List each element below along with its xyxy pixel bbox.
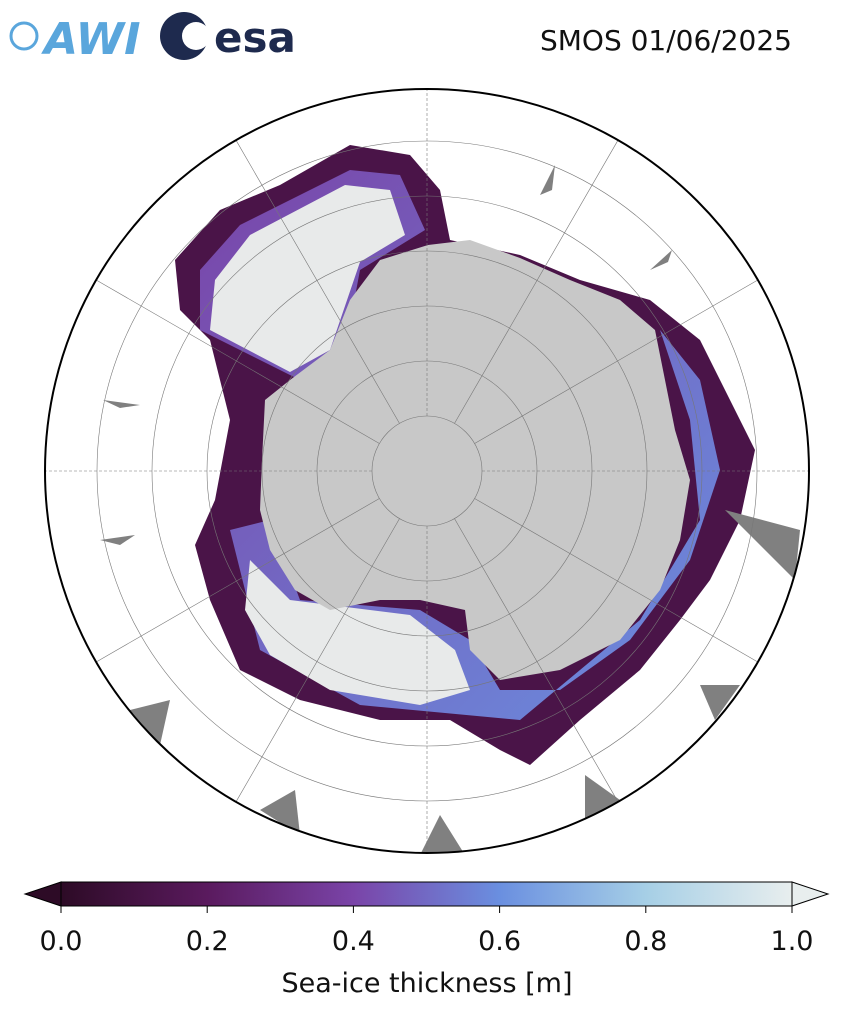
colorbar-tick-label: 0.8 <box>624 926 667 957</box>
esa-logo: esa <box>160 12 296 62</box>
colorbar-tick-label: 0.4 <box>332 926 375 957</box>
graticule <box>45 89 809 853</box>
meridian <box>96 279 380 444</box>
meridian <box>235 140 400 424</box>
colorbar-tick-label: 0.2 <box>186 926 229 957</box>
colorbar-extension <box>791 881 830 907</box>
map-frame <box>44 88 810 854</box>
colorbar: Sea-ice thickness [m] 0.0 0.2 0.4 0.6 0.8 1.0 <box>23 881 830 999</box>
meridian <box>235 518 400 802</box>
colorbar-tick-label: 0.0 <box>40 926 83 957</box>
logo-text: AWI <box>41 14 141 65</box>
map-title: SMOS 01/06/2025 <box>540 24 792 57</box>
antarctica <box>260 240 690 680</box>
colorbar-extension <box>23 881 62 907</box>
colorbar-tick-label: 0.6 <box>478 926 521 957</box>
land-masks <box>100 165 800 853</box>
meridian <box>454 518 619 802</box>
colorbar-label: Sea-ice thickness [m] <box>281 968 572 999</box>
colorbar-frame <box>60 881 793 907</box>
map <box>45 89 809 853</box>
meridian <box>474 279 758 444</box>
sea-ice-thick <box>210 185 470 705</box>
colorbar-gradient <box>61 882 792 906</box>
logo-text: esa <box>214 13 296 62</box>
colorbar-tick-label: 1.0 <box>771 926 814 957</box>
meridian <box>96 498 380 663</box>
awi-logo: AWI <box>9 14 141 65</box>
meridian <box>454 140 619 424</box>
meridian <box>474 498 758 663</box>
